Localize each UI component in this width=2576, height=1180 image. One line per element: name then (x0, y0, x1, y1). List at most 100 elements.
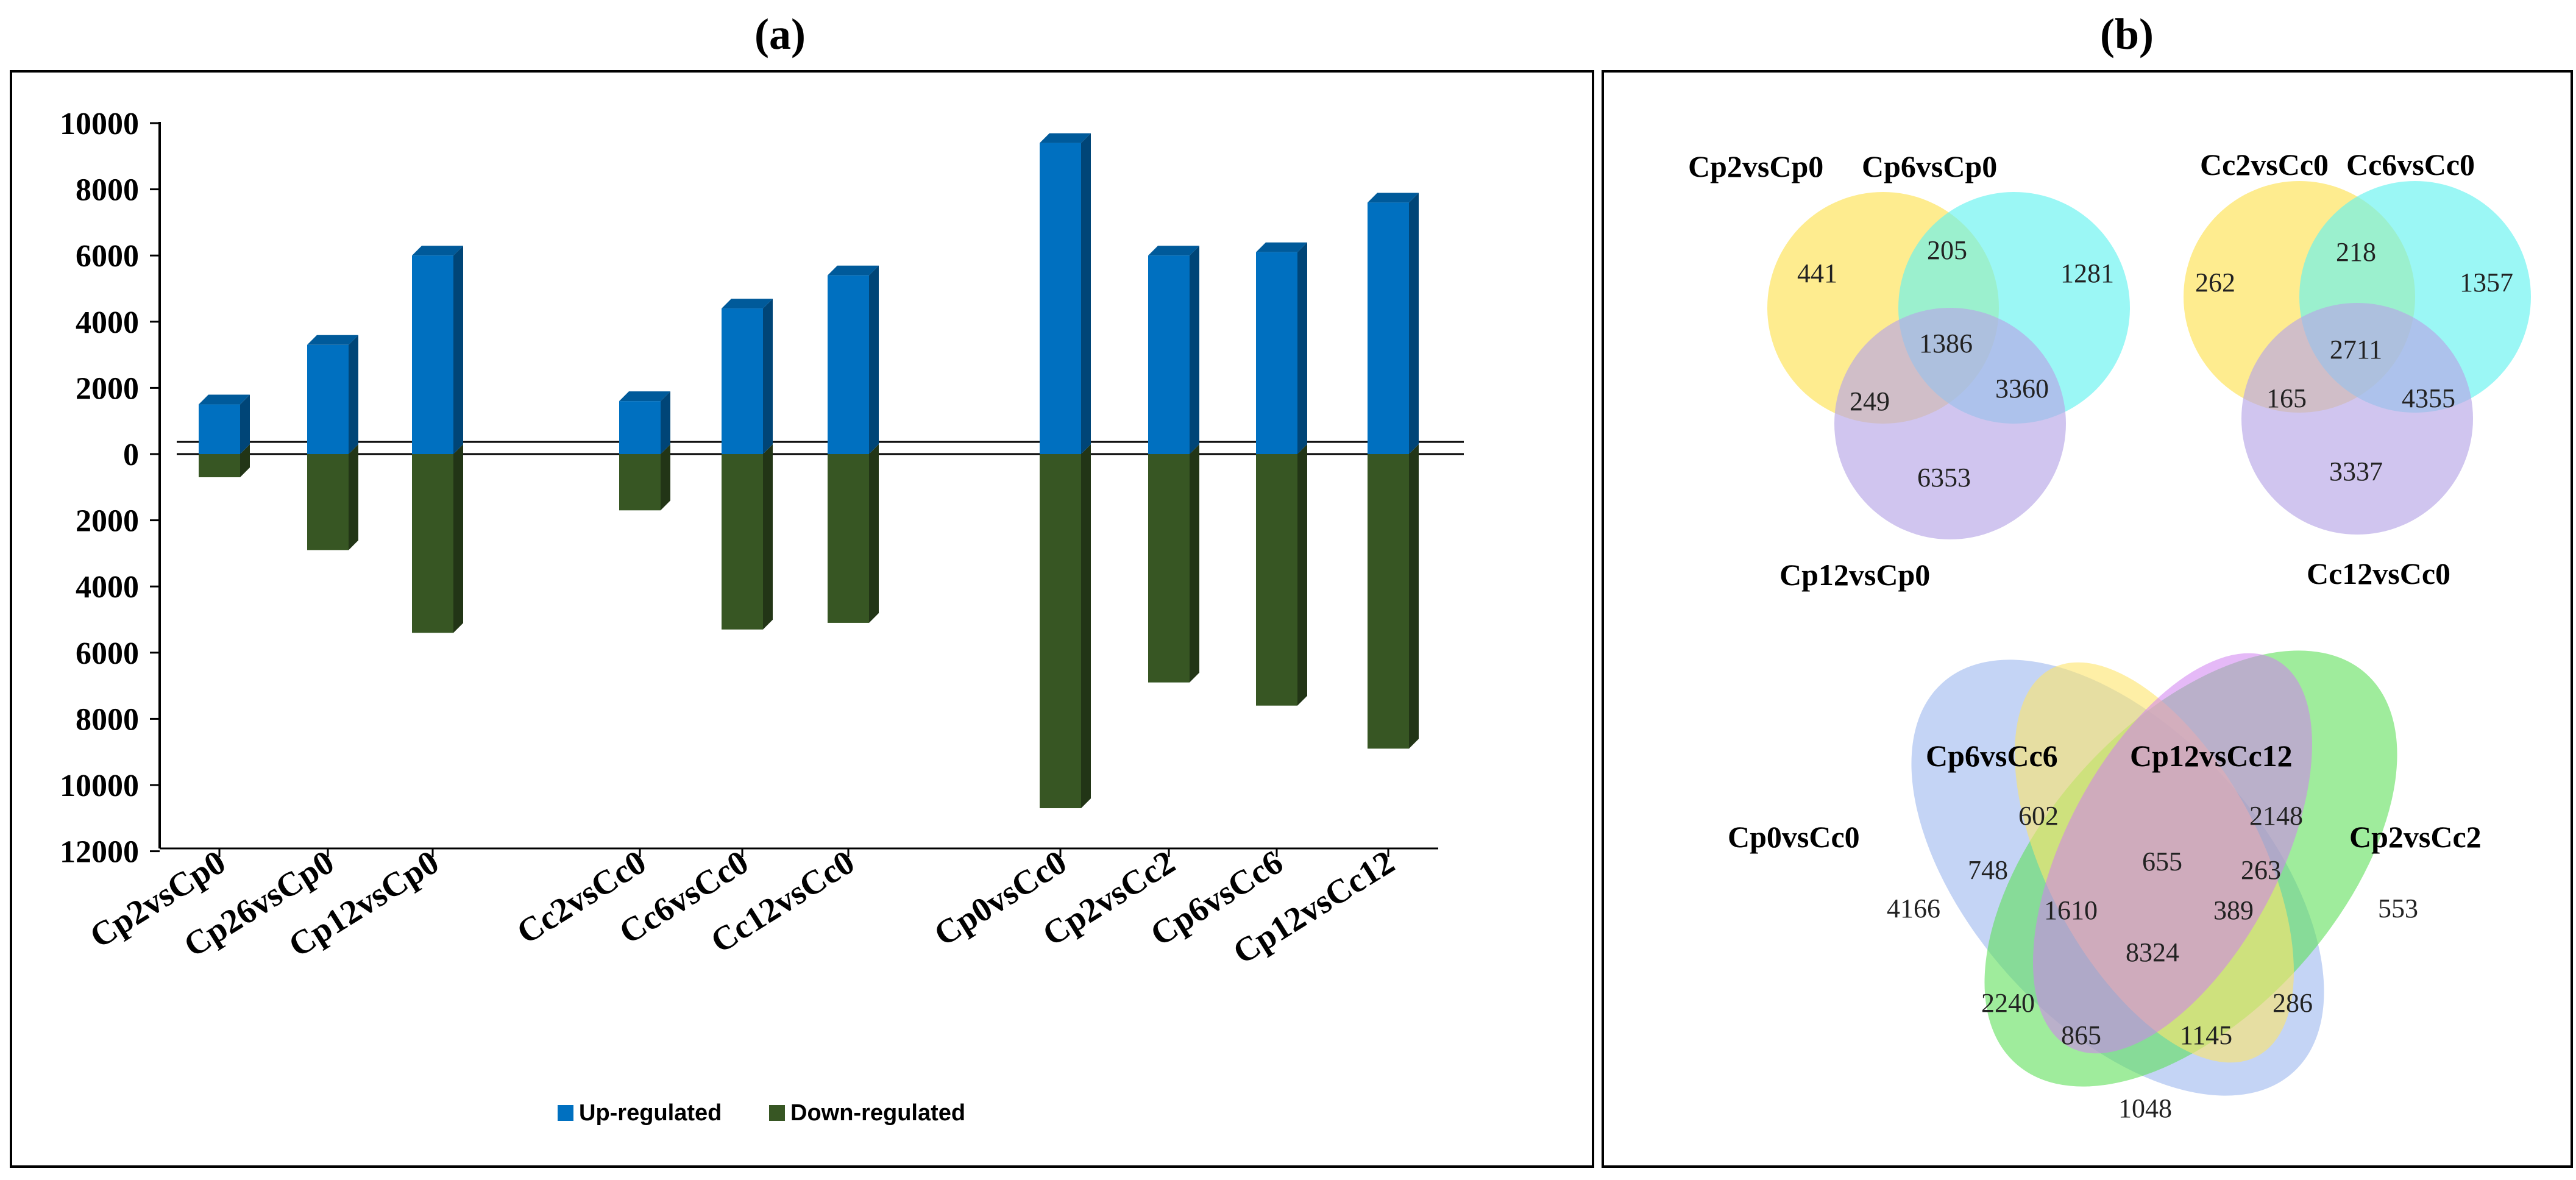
bar-front (412, 454, 453, 633)
venn2-region-all: 2711 (2330, 335, 2382, 364)
bar-up-Cp2vsCc2 (1148, 246, 1199, 454)
bar-side (661, 444, 670, 511)
venn2-set2-label: Cc6vsCc0 (2346, 148, 2475, 182)
bar-chart: 10000 8000 6000 4000 2000 0 2000 4000 6000 8000 10… (60, 107, 1464, 1126)
bar-side (763, 299, 773, 454)
bar-side (1190, 246, 1199, 454)
bar-side (349, 335, 358, 454)
venn3-set1-label: Cp6vsCc6 (1926, 739, 2058, 773)
venn3-set2-ellipse (2033, 653, 2312, 1054)
venn2-region-set3: 3337 (2329, 457, 2383, 486)
panel-b-frame (1602, 70, 2573, 1168)
legend-swatch-down (769, 1105, 785, 1121)
venn2-region-set1-set3: 165 (2266, 383, 2307, 413)
y-tick-label: 2000 (76, 504, 139, 539)
venn3-region-14: 1145 (2180, 1020, 2232, 1050)
bar-side (869, 265, 879, 454)
bar-down-Cp2vsCp0 (199, 444, 250, 478)
y-tick-label: 8000 (76, 173, 139, 208)
bar-front (1040, 454, 1081, 809)
legend-label-down: Down-regulated (790, 1100, 965, 1126)
venn1-region-set2: 1281 (2060, 258, 2114, 288)
bar-side (1409, 444, 1419, 749)
venn3-region-7: 263 (2241, 855, 2281, 885)
venn3-region-10: 8324 (2126, 937, 2179, 967)
venn2-region-set2: 1357 (2460, 268, 2513, 297)
bar-front (1368, 454, 1409, 749)
venn3-set2-label: Cp12vsCc12 (2130, 739, 2293, 773)
bar-side (661, 391, 670, 454)
venn2-set3-circle (2241, 303, 2473, 535)
bar-front (199, 404, 240, 454)
y-tick-label: 12000 (60, 835, 139, 870)
legend-swatch-up (558, 1105, 573, 1121)
venn-diagram-cc: Cc2vsCc0 Cc6vsCc0 Cc12vsCc0 262 218 1357… (2184, 148, 2531, 591)
bar-front (722, 454, 763, 630)
bar-side (1297, 444, 1307, 706)
panel-a-label: (a) (754, 10, 806, 59)
bar-front (412, 255, 453, 454)
venn3-region-2: 2148 (2249, 801, 2303, 831)
bar-top (1256, 242, 1307, 252)
venn3-region-4: 553 (2378, 894, 2418, 923)
venn1-set3-circle (1834, 308, 2066, 539)
bar-up-Cp2vsCp0 (199, 394, 250, 454)
venn1-region-set2-set3: 3360 (1995, 374, 2049, 403)
bar-side (349, 444, 358, 550)
bar-up-Cc6vsCc0 (722, 299, 773, 454)
bar-top (1368, 193, 1419, 203)
bar-down-Cp12vsCc12 (1368, 444, 1419, 749)
venn1-region-all: 1386 (1919, 329, 1973, 358)
bar-up-Cp12vsCp0 (412, 246, 463, 454)
bar-top (199, 394, 250, 405)
venn1-set3-label: Cp12vsCp0 (1779, 558, 1930, 592)
panel-a-frame (10, 70, 1594, 1168)
venn3-region-12: 286 (2273, 988, 2313, 1018)
y-tick-label: 0 (123, 438, 139, 472)
y-tick-label: 6000 (76, 239, 139, 274)
venn2-set1-label: Cc2vsCc0 (2200, 148, 2329, 182)
venn1-region-set1-set3: 249 (1850, 386, 1890, 416)
bar-front (1040, 143, 1081, 454)
bar-top (619, 391, 670, 402)
bar-side (453, 444, 463, 633)
bar-front (1148, 454, 1190, 683)
bar-down-Cc2vsCc0 (619, 444, 670, 511)
venn2-set3-label: Cc12vsCc0 (2307, 556, 2450, 591)
y-tick-label: 4000 (76, 570, 139, 605)
bar-top (722, 299, 773, 309)
venn3-region-8: 1610 (2044, 895, 2098, 925)
bar-top (828, 265, 879, 275)
bar-front (199, 454, 240, 478)
venn3-region-1: 602 (2018, 801, 2059, 831)
bar-front (722, 308, 763, 454)
bar-top (307, 335, 358, 345)
bar-front (828, 275, 869, 454)
bar-front (619, 454, 661, 511)
bar-front (307, 454, 349, 550)
bar-down-Cc12vsCc0 (828, 444, 879, 623)
bar-front (1256, 252, 1297, 454)
bar-up-Cp12vsCc12 (1368, 193, 1419, 454)
venn3-region-13: 865 (2061, 1020, 2101, 1050)
bar-front (1368, 202, 1409, 454)
bar-front (1256, 454, 1297, 706)
bars (199, 133, 1419, 809)
y-tick-label: 8000 (76, 702, 139, 737)
bar-up-Cc12vsCc0 (828, 265, 879, 454)
bar-side (1081, 133, 1091, 454)
bar-up-Cc2vsCc0 (619, 391, 670, 454)
bar-side (240, 394, 250, 454)
bar-up-Cp26vsCp0 (307, 335, 358, 454)
panel-b-label: (b) (2100, 10, 2154, 59)
venn3-region-11: 2240 (1981, 988, 2035, 1018)
bar-top (1040, 133, 1091, 143)
y-ticks: 10000 8000 6000 4000 2000 0 2000 4000 6000 8000 10… (60, 107, 160, 870)
bar-front (307, 344, 349, 454)
venn3-region-5: 748 (1968, 855, 2008, 885)
bar-top (412, 246, 463, 256)
bar-side (1297, 242, 1307, 454)
y-tick-label: 10000 (60, 769, 139, 803)
